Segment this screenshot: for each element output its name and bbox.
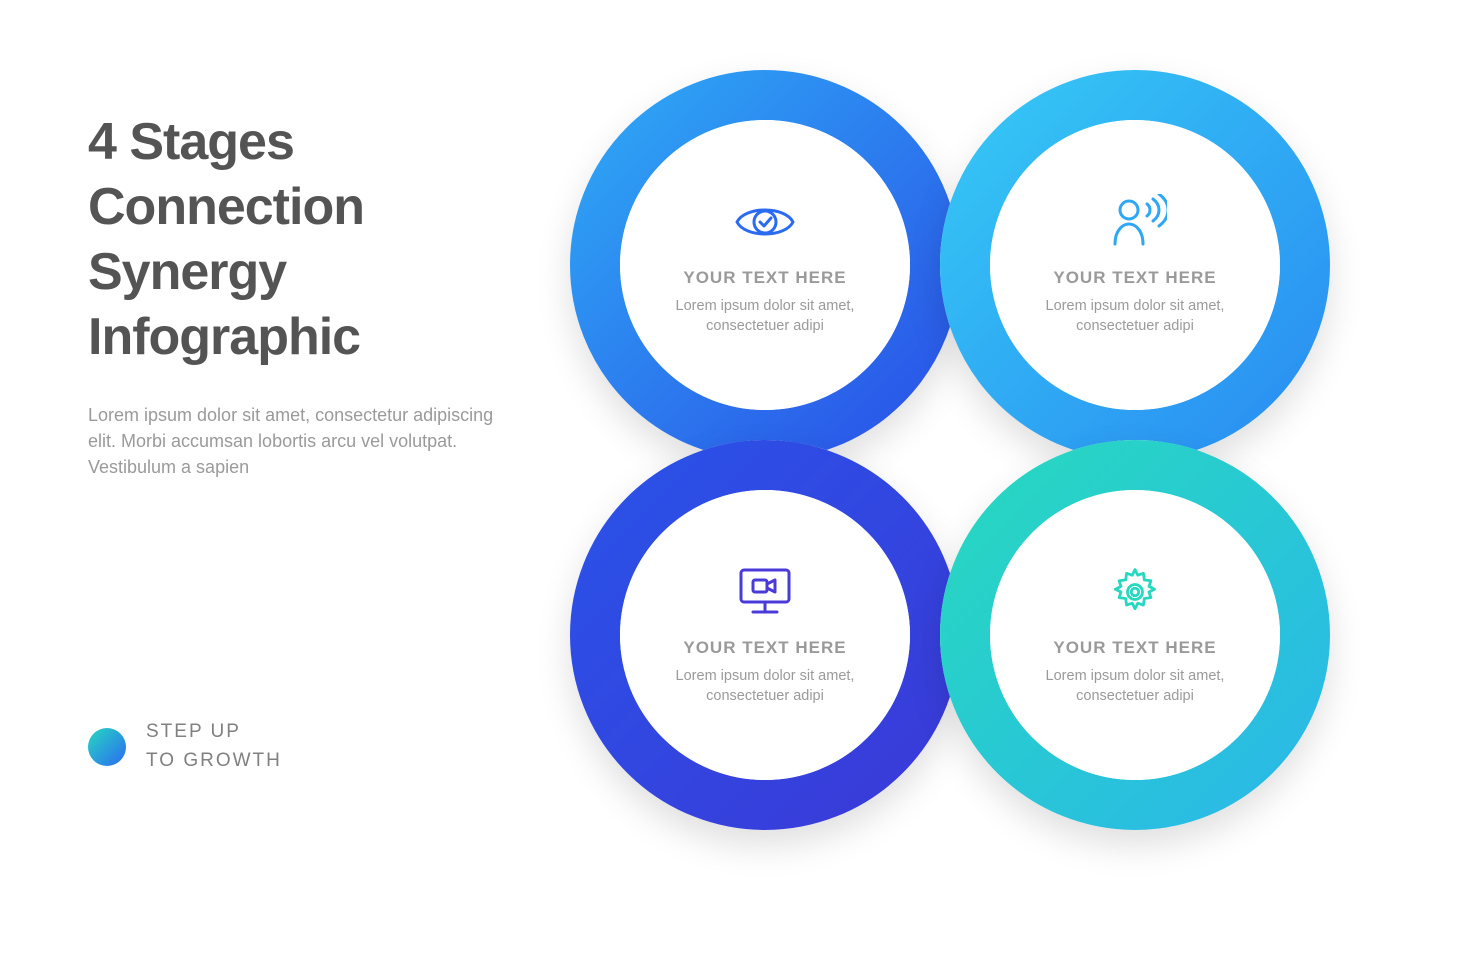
ring-content: YOUR TEXT HERE Lorem ipsum dolor sit ame… — [990, 490, 1280, 780]
item-body: Lorem ipsum dolor sit amet, consectetuer… — [1018, 666, 1252, 707]
ring-tl: YOUR TEXT HERE Lorem ipsum dolor sit ame… — [570, 70, 960, 460]
item-title: YOUR TEXT HERE — [1053, 638, 1216, 658]
ring-br: YOUR TEXT HERE Lorem ipsum dolor sit ame… — [940, 440, 1330, 830]
footer-text: STEP UP TO GROWTH — [146, 718, 282, 775]
footer-line1: STEP UP — [146, 718, 282, 747]
footer-badge: STEP UP TO GROWTH — [88, 718, 282, 775]
gear-icon — [1100, 564, 1170, 620]
rings-diagram: YOUR TEXT HERE Lorem ipsum dolor sit ame… — [590, 90, 1310, 810]
ring-content: YOUR TEXT HERE Lorem ipsum dolor sit ame… — [620, 120, 910, 410]
item-title: YOUR TEXT HERE — [1053, 268, 1216, 288]
ring-content: YOUR TEXT HERE Lorem ipsum dolor sit ame… — [620, 490, 910, 780]
item-title: YOUR TEXT HERE — [683, 268, 846, 288]
item-title: YOUR TEXT HERE — [683, 638, 846, 658]
ring-content: YOUR TEXT HERE Lorem ipsum dolor sit ame… — [990, 120, 1280, 410]
item-body: Lorem ipsum dolor sit amet, consectetuer… — [648, 296, 882, 337]
eye-check-icon — [730, 194, 800, 250]
page-title: 4 Stages Connection Synergy Infographic — [88, 110, 518, 370]
monitor-video-icon — [730, 564, 800, 620]
footer-line2: TO GROWTH — [146, 747, 282, 776]
ring-tr: YOUR TEXT HERE Lorem ipsum dolor sit ame… — [940, 70, 1330, 460]
gradient-dot-icon — [88, 728, 126, 766]
item-body: Lorem ipsum dolor sit amet, consectetuer… — [1018, 296, 1252, 337]
person-broadcast-icon — [1100, 194, 1170, 250]
header-block: 4 Stages Connection Synergy Infographic … — [88, 110, 518, 480]
page-subtitle: Lorem ipsum dolor sit amet, consectetur … — [88, 402, 518, 480]
ring-bl: YOUR TEXT HERE Lorem ipsum dolor sit ame… — [570, 440, 960, 830]
item-body: Lorem ipsum dolor sit amet, consectetuer… — [648, 666, 882, 707]
